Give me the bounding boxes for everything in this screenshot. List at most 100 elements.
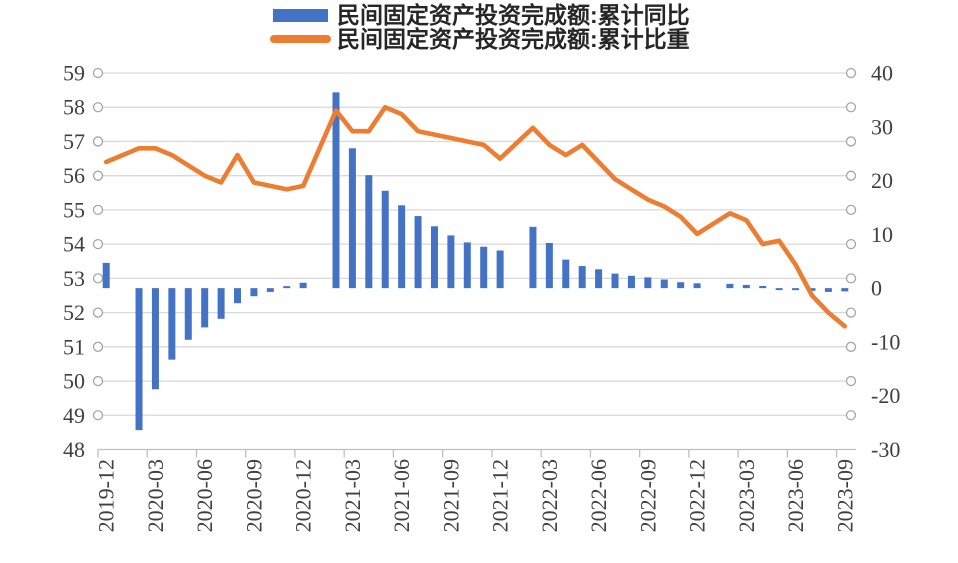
axis-tick-circle-right [845,410,857,421]
bar [742,284,750,289]
x-axis-tick-label: 2021-09 [438,459,463,532]
axis-tick-circle-left [92,170,104,181]
bar [135,288,143,431]
bar [562,259,570,289]
bar [266,288,274,292]
bar [348,148,356,289]
bar [775,288,783,291]
bar [726,283,734,289]
x-axis-tick-label: 2020-06 [192,459,217,532]
legend-label-share: 民间固定资产投资完成额:累计比重 [337,26,690,52]
bar [168,288,176,360]
x-axis-tick-label: 2021-03 [340,459,365,532]
bar [299,282,307,289]
axis-tick-circle-right [845,136,857,147]
y-axis-tick-label-left: 51 [63,334,85,359]
bar [234,288,242,304]
y-axis-tick-label-right: -10 [871,329,900,354]
y-axis-tick-label-left: 58 [63,95,85,120]
bar [414,216,422,289]
x-axis-tick-label: 2023-09 [832,459,857,532]
y-axis-tick-label-left: 57 [63,129,85,154]
y-axis-tick-label-left: 50 [63,369,85,394]
y-axis-tick-label-right: 40 [871,61,893,86]
axis-tick-circle-right [845,67,857,79]
bar [463,242,471,289]
bar [102,262,110,289]
line-swatch-icon [269,35,331,43]
bar [627,275,635,289]
axis-tick-circle-right [845,238,857,250]
x-axis-tick-label: 2021-06 [389,459,414,532]
y-axis-tick-label-left: 49 [63,403,85,428]
bar [381,190,389,289]
axis-tick-circle-left [92,204,104,216]
bar [217,288,225,319]
axis-tick-circle-left [92,102,104,113]
bar [447,235,455,289]
legend-line-swatch-box [269,35,331,43]
axis-tick-circle-left [92,341,104,352]
y-axis-tick-label-left: 48 [63,437,85,462]
axis-tick-circle-left [92,273,104,284]
bar [677,282,685,289]
bar [824,288,832,292]
y-axis-tick-label-right: -20 [871,383,900,408]
line-series [103,104,848,329]
bar [430,226,438,289]
bar [792,288,800,291]
legend-item-yoy[interactable]: 民间固定资产投资完成额:累计同比 [269,3,690,27]
y-axis-tick-label-right: 20 [871,168,893,193]
x-axis-tick-label: 2023-03 [734,459,759,532]
axis-tick-circle-right [845,170,857,181]
axis-tick-circle-right [845,375,857,387]
axis-tick-circle-left [92,136,104,147]
bar [545,242,553,289]
bar [808,288,816,291]
bar [578,266,586,289]
axis-tick-circle-right [845,204,857,216]
y-axis-tick-label-left: 55 [63,197,85,222]
x-axis-tick-label: 2019-12 [94,459,119,532]
bar [398,205,406,289]
bar [595,269,603,289]
x-axis-tick-label: 2020-03 [143,459,168,532]
bar [250,288,258,297]
x-axis-tick-label: 2022-09 [635,459,660,532]
legend-label-yoy: 民间固定资产投资完成额:累计同比 [337,2,690,28]
bar [151,288,159,390]
bar [611,273,619,289]
axis-tick-circle-left [92,307,104,318]
y-axis-tick-label-right: 30 [871,114,893,139]
bar [841,288,849,292]
x-axis-tick-label: 2021-12 [488,459,513,532]
axis-tick-circle-left [92,67,104,79]
bar [480,246,488,289]
y-axis-tick-label-right: 0 [871,276,882,301]
x-axis-tick-label: 2022-06 [586,459,611,532]
axis-tick-circle-right [845,307,857,318]
bar [660,279,668,289]
x-axis-tick-label: 2023-06 [783,459,808,532]
x-axis-tick-label: 2022-12 [685,459,710,532]
legend-item-share[interactable]: 民间固定资产投资完成额:累计比重 [269,27,690,51]
x-axis-tick-label: 2022-03 [537,459,562,532]
x-axis-tick-label: 2020-12 [291,459,316,532]
bar [184,288,192,340]
axis-tick-circle-right [845,102,857,113]
y-axis-tick-label-right: -30 [871,437,900,462]
chart-legend: 民间固定资产投资完成额:累计同比 民间固定资产投资完成额:累计比重 [269,3,690,51]
x-axis-tick-label: 2020-09 [241,459,266,532]
bar [365,175,373,289]
bar [693,283,701,289]
y-axis-tick-label-left: 56 [63,163,85,188]
axis-tick-circle-left [92,238,104,250]
y-axis-tick-label-right: 10 [871,222,893,247]
legend-bar-swatch-box [269,8,331,22]
bar [644,277,652,289]
axis-tick-circle-left [92,410,104,421]
bar [759,285,767,289]
axis-tick-circle-right [845,341,857,352]
y-axis-tick-label-left: 54 [63,232,85,257]
axis-tick-circle-right [845,273,857,284]
